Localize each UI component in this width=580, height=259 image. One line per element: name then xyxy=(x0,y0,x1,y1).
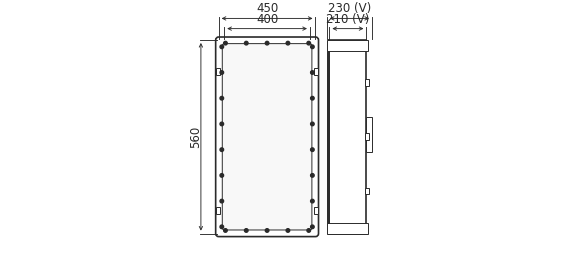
Circle shape xyxy=(220,71,223,74)
Circle shape xyxy=(220,148,223,152)
Circle shape xyxy=(224,41,227,45)
Bar xyxy=(216,207,220,214)
Circle shape xyxy=(245,229,248,232)
Circle shape xyxy=(311,148,314,152)
Circle shape xyxy=(220,225,223,229)
Circle shape xyxy=(286,229,289,232)
Circle shape xyxy=(224,229,227,232)
Circle shape xyxy=(311,199,314,203)
Circle shape xyxy=(307,229,310,232)
Text: 230 (V): 230 (V) xyxy=(328,2,371,15)
Text: 560: 560 xyxy=(189,126,202,148)
Bar xyxy=(327,223,368,234)
Circle shape xyxy=(311,96,314,100)
Circle shape xyxy=(307,41,310,45)
Circle shape xyxy=(311,225,314,229)
Text: 450: 450 xyxy=(256,2,278,15)
Circle shape xyxy=(220,199,223,203)
Bar xyxy=(216,68,220,75)
Circle shape xyxy=(286,41,289,45)
Circle shape xyxy=(220,122,223,126)
Bar xyxy=(314,207,318,214)
Bar xyxy=(365,133,369,140)
Circle shape xyxy=(265,229,269,232)
Bar xyxy=(327,40,368,51)
Circle shape xyxy=(311,122,314,126)
Text: 400: 400 xyxy=(256,12,278,26)
Circle shape xyxy=(220,174,223,177)
Circle shape xyxy=(311,71,314,74)
Circle shape xyxy=(311,174,314,177)
Bar xyxy=(314,68,318,75)
Circle shape xyxy=(311,45,314,49)
Bar xyxy=(365,79,369,86)
Bar xyxy=(367,117,372,152)
Circle shape xyxy=(220,45,223,49)
Bar xyxy=(365,188,369,194)
Bar xyxy=(329,40,367,234)
FancyBboxPatch shape xyxy=(216,37,318,237)
Circle shape xyxy=(265,41,269,45)
FancyBboxPatch shape xyxy=(222,44,312,230)
Circle shape xyxy=(245,41,248,45)
Text: 210 (V): 210 (V) xyxy=(326,12,369,26)
Circle shape xyxy=(220,96,223,100)
